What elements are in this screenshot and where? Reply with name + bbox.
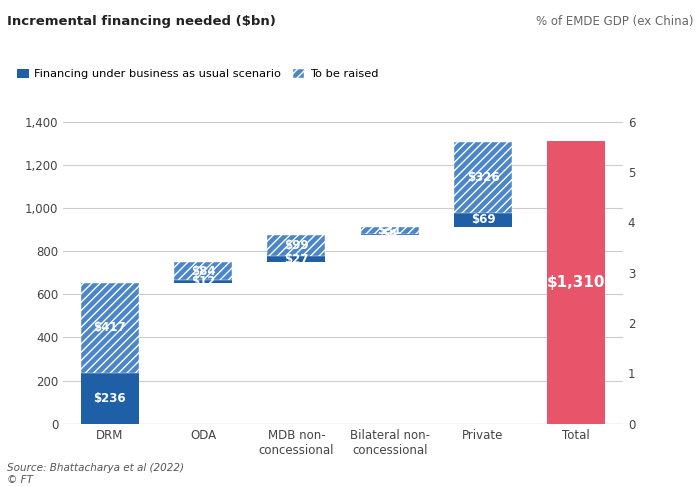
- Bar: [267, 256, 326, 262]
- Bar: [454, 212, 512, 227]
- Text: $1,310: $1,310: [547, 275, 606, 290]
- Text: $31: $31: [377, 225, 402, 237]
- Bar: [360, 234, 419, 235]
- Text: $326: $326: [467, 171, 499, 184]
- Text: Incremental financing needed ($bn): Incremental financing needed ($bn): [7, 15, 276, 28]
- Bar: [174, 262, 232, 280]
- Text: $12: $12: [191, 275, 215, 288]
- Text: $417: $417: [93, 321, 126, 334]
- Bar: [80, 373, 139, 424]
- Text: $69: $69: [470, 213, 496, 226]
- Bar: [454, 142, 512, 212]
- Text: $236: $236: [93, 392, 126, 405]
- Bar: [360, 227, 419, 234]
- Text: Source: Bhattacharya et al (2022)
© FT: Source: Bhattacharya et al (2022) © FT: [7, 463, 184, 485]
- Bar: [267, 235, 326, 256]
- Legend: Financing under business as usual scenario, To be raised: Financing under business as usual scenar…: [13, 64, 383, 84]
- Bar: [80, 283, 139, 373]
- Bar: [547, 141, 606, 424]
- Text: $4: $4: [382, 228, 398, 241]
- Text: % of EMDE GDP (ex China): % of EMDE GDP (ex China): [536, 15, 693, 28]
- Text: $84: $84: [190, 265, 216, 278]
- Bar: [174, 281, 232, 283]
- Text: $99: $99: [284, 239, 309, 252]
- Text: $27: $27: [284, 253, 309, 266]
